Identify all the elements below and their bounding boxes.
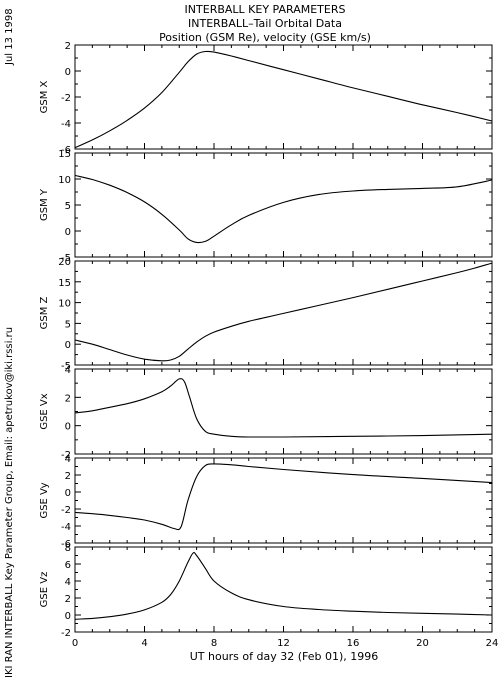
x-tick-label: 12	[277, 638, 290, 649]
y-tick-label: -4	[61, 522, 71, 533]
y-tick-label: 4	[65, 577, 71, 588]
series-line-gse-vx	[74, 378, 493, 438]
y-tick-label: 0	[65, 340, 71, 351]
y-tick-label: -2	[61, 505, 71, 516]
y-tick-label: -2	[61, 93, 71, 104]
y-tick-label: 5	[65, 319, 71, 330]
series-line-gse-vz	[74, 551, 493, 620]
title-line-2: INTERBALL–Tail Orbital Data	[188, 17, 342, 30]
x-tick-label: 4	[141, 638, 147, 649]
x-tick-label: 0	[72, 638, 78, 649]
y-tick-label: 0	[65, 67, 71, 78]
y-tick-label: 10	[58, 175, 71, 186]
y-tick-label: -5	[61, 253, 71, 264]
panel-frame	[74, 546, 493, 633]
y-tick-label: -6	[61, 539, 71, 550]
series-line-gsm-z	[74, 262, 493, 362]
y-tick-label: -2	[61, 628, 71, 639]
y-tick-label: 15	[58, 149, 71, 160]
x-tick-label: 20	[416, 638, 429, 649]
credit-label: IKI RAN INTERBALL Key Parameter Group, E…	[4, 327, 15, 678]
y-tick-label: 4	[65, 454, 71, 465]
y-tick-label: 0	[65, 611, 71, 622]
y-tick-label: -5	[61, 361, 71, 372]
y-axis-label: GSE Vz	[39, 572, 50, 608]
y-tick-label: 15	[58, 278, 71, 289]
y-tick-label: 0	[65, 227, 71, 238]
y-tick-label: 2	[65, 393, 71, 404]
x-tick-label: 24	[486, 638, 499, 649]
y-tick-label: 0	[65, 488, 71, 499]
title-line-3: Position (GSM Re), velocity (GSE km/s)	[159, 31, 371, 44]
y-axis-label: GSE Vx	[39, 393, 50, 429]
y-tick-label: -4	[61, 119, 71, 130]
y-axis-label: GSM Y	[39, 188, 50, 221]
y-tick-label: 5	[65, 201, 71, 212]
y-tick-label: 2	[65, 471, 71, 482]
x-axis-label: UT hours of day 32 (Feb 01), 1996	[190, 650, 379, 663]
series-line-gse-vy	[74, 463, 493, 531]
y-tick-label: 4	[65, 365, 71, 376]
y-axis-label: GSM X	[39, 80, 50, 113]
panel-frame	[74, 457, 493, 544]
y-axis-label: GSM Z	[39, 296, 50, 329]
x-tick-label: 16	[347, 638, 360, 649]
panel-frame	[74, 152, 493, 258]
panel-frame	[74, 44, 493, 150]
y-tick-label: -6	[61, 145, 71, 156]
y-tick-label: 0	[65, 422, 71, 433]
y-tick-label: -2	[61, 450, 71, 461]
y-tick-label: 20	[58, 257, 71, 268]
y-tick-label: 6	[65, 560, 71, 571]
title-line-1: INTERBALL KEY PARAMETERS	[185, 3, 346, 16]
y-tick-label: 8	[65, 543, 71, 554]
y-tick-label: 10	[58, 299, 71, 310]
y-axis-label: GSE Vy	[39, 482, 50, 518]
y-tick-label: 2	[65, 594, 71, 605]
date-label: Jul 13 1998	[4, 8, 15, 66]
series-line-gsm-x	[74, 50, 493, 149]
series-line-gsm-y	[74, 174, 493, 244]
x-tick-label: 8	[211, 638, 217, 649]
panel-frame	[74, 368, 493, 455]
y-tick-label: 2	[65, 41, 71, 52]
